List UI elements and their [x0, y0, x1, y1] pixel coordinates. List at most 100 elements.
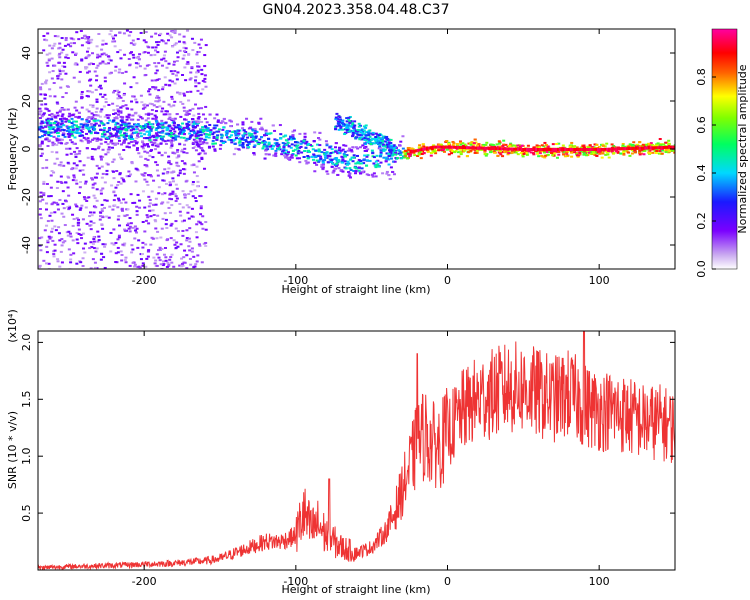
spectrogram-cell	[296, 141, 300, 144]
spectrogram-cell	[127, 137, 131, 140]
spectrogram-cell	[167, 117, 171, 120]
spectrogram-cell	[81, 169, 85, 172]
spectrogram-cell	[95, 137, 99, 140]
spectrogram-cell	[601, 143, 605, 146]
spectrogram-cell	[148, 198, 152, 201]
spectrogram-cell	[78, 208, 82, 211]
spectrogram-cell	[197, 115, 201, 118]
x-tick-label: 100	[589, 575, 610, 588]
spectrogram-cell	[467, 151, 471, 154]
spectrogram-cell	[218, 147, 222, 150]
spectrogram-cell	[39, 125, 43, 128]
spectrogram-cell	[163, 246, 167, 249]
spectrogram-cell	[323, 148, 327, 151]
spectrogram-cell	[71, 239, 75, 242]
spectrogram-cell	[193, 265, 197, 268]
spectrogram-cell	[491, 146, 494, 150]
spectrogram-cell	[143, 150, 147, 153]
spectrogram-cell	[125, 214, 129, 217]
spectrogram-cell	[644, 146, 647, 150]
spectrogram-cell	[189, 130, 193, 133]
spectrogram-cell	[379, 139, 383, 142]
spectrogram-cell	[129, 129, 133, 132]
spectrogram-cell	[154, 220, 158, 223]
spectrogram-cell	[83, 182, 87, 185]
spectrogram-cell	[118, 131, 122, 134]
spectrogram-cell	[168, 193, 172, 196]
spectrogram-cell	[293, 129, 297, 132]
spectrogram-cell	[374, 160, 378, 163]
spectrogram-cell	[104, 42, 108, 45]
spectrogram-cell	[542, 151, 546, 154]
spectrogram-cell	[111, 160, 115, 163]
spectrogram-cell	[471, 145, 475, 148]
spectrogram-cell	[155, 237, 159, 240]
spectrogram-cell	[233, 138, 237, 141]
spectrogram-cell	[357, 166, 361, 169]
spectrogram-cell	[72, 218, 76, 221]
spectrogram-cell	[137, 265, 141, 268]
spectrogram-cell	[114, 261, 118, 264]
spectrogram-cell	[157, 186, 161, 189]
spectrogram-cell	[472, 143, 476, 146]
spectrogram-cell	[96, 114, 100, 117]
spectrogram-cell	[149, 215, 153, 218]
spectrogram-cell	[294, 154, 298, 157]
spectrogram-cell	[103, 199, 107, 202]
spectrogram-cell	[333, 168, 337, 171]
spectrogram-cell	[101, 133, 105, 136]
spectrogram-cell	[233, 142, 237, 145]
spectrogram-cell	[208, 113, 212, 116]
spectrogram-cell	[191, 129, 195, 132]
spectrogram-cell	[175, 197, 179, 200]
spectrogram-cell	[47, 119, 51, 122]
spectrogram-cell	[485, 141, 489, 144]
spectrogram-cell	[40, 114, 44, 117]
spectrogram-cell	[531, 148, 534, 151]
spectrogram-cell	[197, 43, 201, 46]
spectrogram-cell	[380, 137, 384, 140]
spectrogram-cell	[60, 120, 64, 123]
spectrogram-cell	[385, 172, 389, 175]
spectrogram-cell	[165, 66, 169, 69]
spectrogram-cell	[149, 243, 153, 246]
spectrogram-cell	[154, 100, 158, 103]
spectrogram-cell	[188, 227, 192, 230]
spectrogram-cell	[282, 135, 286, 138]
spectrogram-cell	[136, 118, 140, 121]
spectrogram-cell	[170, 261, 174, 264]
spectrogram-cell	[370, 149, 374, 152]
spectrogram-cell	[667, 144, 671, 147]
spectrogram-cell	[368, 159, 372, 162]
spectrogram-cell	[114, 252, 118, 255]
spectrogram-cell	[158, 135, 162, 138]
spectrogram-cell	[562, 153, 566, 156]
spectrogram-cell	[312, 140, 316, 143]
spectrogram-cell	[93, 197, 97, 200]
spectrogram-cell	[649, 142, 653, 145]
spectrogram-cell	[651, 151, 655, 154]
spectrogram-cell	[171, 177, 175, 180]
spectrogram-cell	[379, 152, 383, 155]
spectrogram-cell	[48, 237, 52, 240]
spectrogram-cell	[181, 168, 185, 171]
spectrogram-cell	[135, 101, 139, 104]
spectrogram-cell	[142, 137, 146, 140]
spectrogram-cell	[144, 126, 148, 129]
spectrogram-cell	[157, 151, 161, 154]
spectrogram-cell	[79, 139, 83, 142]
spectrogram-cell	[114, 34, 118, 37]
spectrogram-cell	[253, 128, 257, 131]
spectrogram-cell	[371, 138, 375, 141]
spectrogram-cell	[182, 136, 186, 139]
spectrogram-cell	[200, 120, 204, 123]
spectrogram-cell	[56, 208, 60, 211]
spectrogram-cell	[392, 150, 396, 153]
spectrogram-cell	[200, 147, 204, 150]
spectrogram-cell	[197, 220, 201, 223]
spectrogram-cell	[354, 129, 358, 132]
spectrogram-cell	[284, 152, 288, 155]
spectrogram-cell	[38, 266, 42, 269]
spectrogram-cell	[109, 231, 113, 234]
